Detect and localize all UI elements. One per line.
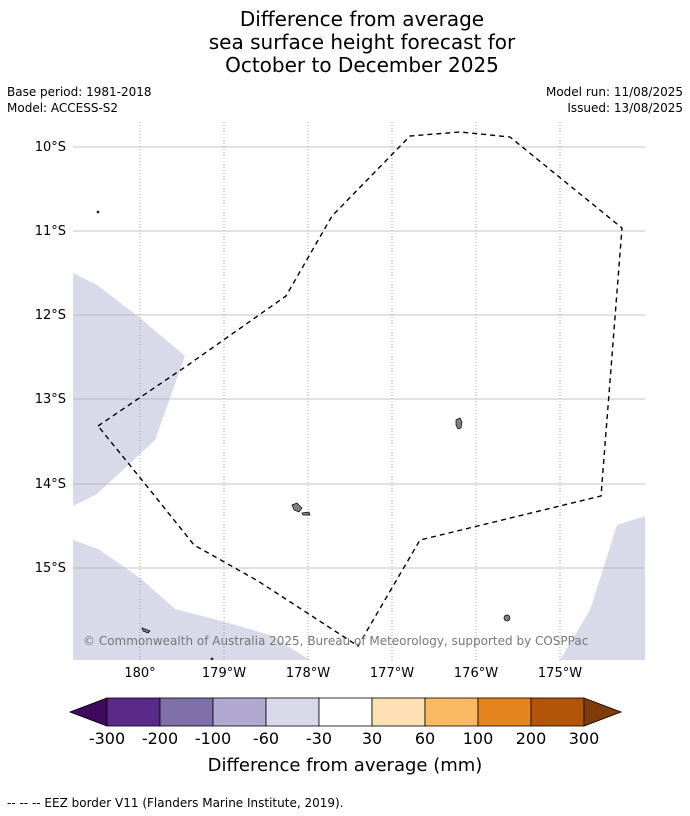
- colorbar-extension-low: [68, 697, 108, 727]
- islands: [96, 210, 511, 660]
- colorbar-tick: -100: [195, 729, 231, 748]
- colorbar-tick: 60: [415, 729, 435, 748]
- colorbar-segment: [424, 697, 479, 727]
- island-alofi: [301, 511, 311, 516]
- lon-label: 175°W: [538, 666, 582, 681]
- anomaly-region-southwest: [73, 540, 310, 660]
- island-wallis: [455, 417, 463, 430]
- island-small: [141, 627, 151, 634]
- anomaly-region-southeast: [560, 516, 645, 660]
- lat-label: 12°S: [35, 308, 66, 323]
- island-tiny: [96, 210, 100, 214]
- meta-left: Base period: 1981-2018 Model: ACCESS-S2: [7, 84, 152, 116]
- colorbar-extension-high: [583, 697, 623, 727]
- meta-right: Model run: 11/08/2025 Issued: 13/08/2025: [546, 84, 683, 116]
- map-area: © Commonwealth of Australia 2025, Bureau…: [73, 122, 645, 660]
- lon-label: 180°: [124, 666, 155, 681]
- issued-date: Issued: 13/08/2025: [567, 101, 683, 115]
- copyright-text: © Commonwealth of Australia 2025, Bureau…: [83, 634, 588, 648]
- colorbar-segment: [106, 697, 161, 727]
- colorbar-segment: [530, 697, 585, 727]
- title-line-2: sea surface height forecast for: [208, 30, 516, 54]
- colorbar-tick: 200: [516, 729, 547, 748]
- colorbar-tick: 100: [463, 729, 494, 748]
- lon-label: 179°W: [202, 666, 246, 681]
- island-tiny: [210, 657, 214, 660]
- colorbar-segment: [371, 697, 426, 727]
- colorbar-label: Difference from average (mm): [208, 755, 483, 776]
- title-line-3: October to December 2025: [225, 53, 499, 77]
- longitude-labels: 180° 179°W 178°W 177°W 176°W 175°W: [124, 666, 582, 681]
- lat-label: 14°S: [35, 477, 66, 492]
- colorbar-segment: [265, 697, 320, 727]
- latitude-labels: 10°S 11°S 12°S 13°S 14°S 15°S: [35, 140, 66, 576]
- lon-label: 176°W: [454, 666, 498, 681]
- model-name: Model: ACCESS-S2: [7, 101, 119, 115]
- eez-legend-note: -- -- -- EEZ border V11 (Flanders Marine…: [7, 796, 344, 810]
- colorbar-tick: -30: [306, 729, 332, 748]
- colorbar-segment: [159, 697, 214, 727]
- eez-border: [96, 131, 623, 647]
- base-period: Base period: 1981-2018: [7, 85, 152, 99]
- lat-label: 11°S: [35, 224, 66, 239]
- colorbar-tick: -200: [142, 729, 178, 748]
- island-futuna: [291, 502, 303, 513]
- model-run: Model run: 11/08/2025: [545, 85, 683, 99]
- colorbar-segment: [212, 697, 267, 727]
- lon-label: 177°W: [370, 666, 414, 681]
- colorbar-tick: 30: [362, 729, 382, 748]
- colorbar-tick: -300: [89, 729, 125, 748]
- colorbar-segment: [477, 697, 532, 727]
- colorbar-tick: -60: [253, 729, 279, 748]
- latitude-gridlines: [73, 146, 645, 569]
- map-title: Difference from average sea surface heig…: [0, 8, 690, 77]
- lat-label: 10°S: [35, 140, 66, 155]
- island-small: [503, 614, 511, 622]
- lon-label: 178°W: [286, 666, 330, 681]
- colorbar: -300 -200 -100 -60 -30 30 60 100 200 300…: [68, 697, 623, 776]
- title-line-1: Difference from average: [239, 7, 485, 31]
- anomaly-region-west: [73, 273, 185, 506]
- colorbar-tick: 300: [569, 729, 600, 748]
- lat-label: 13°S: [35, 392, 66, 407]
- lat-label: 15°S: [35, 561, 66, 576]
- colorbar-segment: [318, 697, 373, 727]
